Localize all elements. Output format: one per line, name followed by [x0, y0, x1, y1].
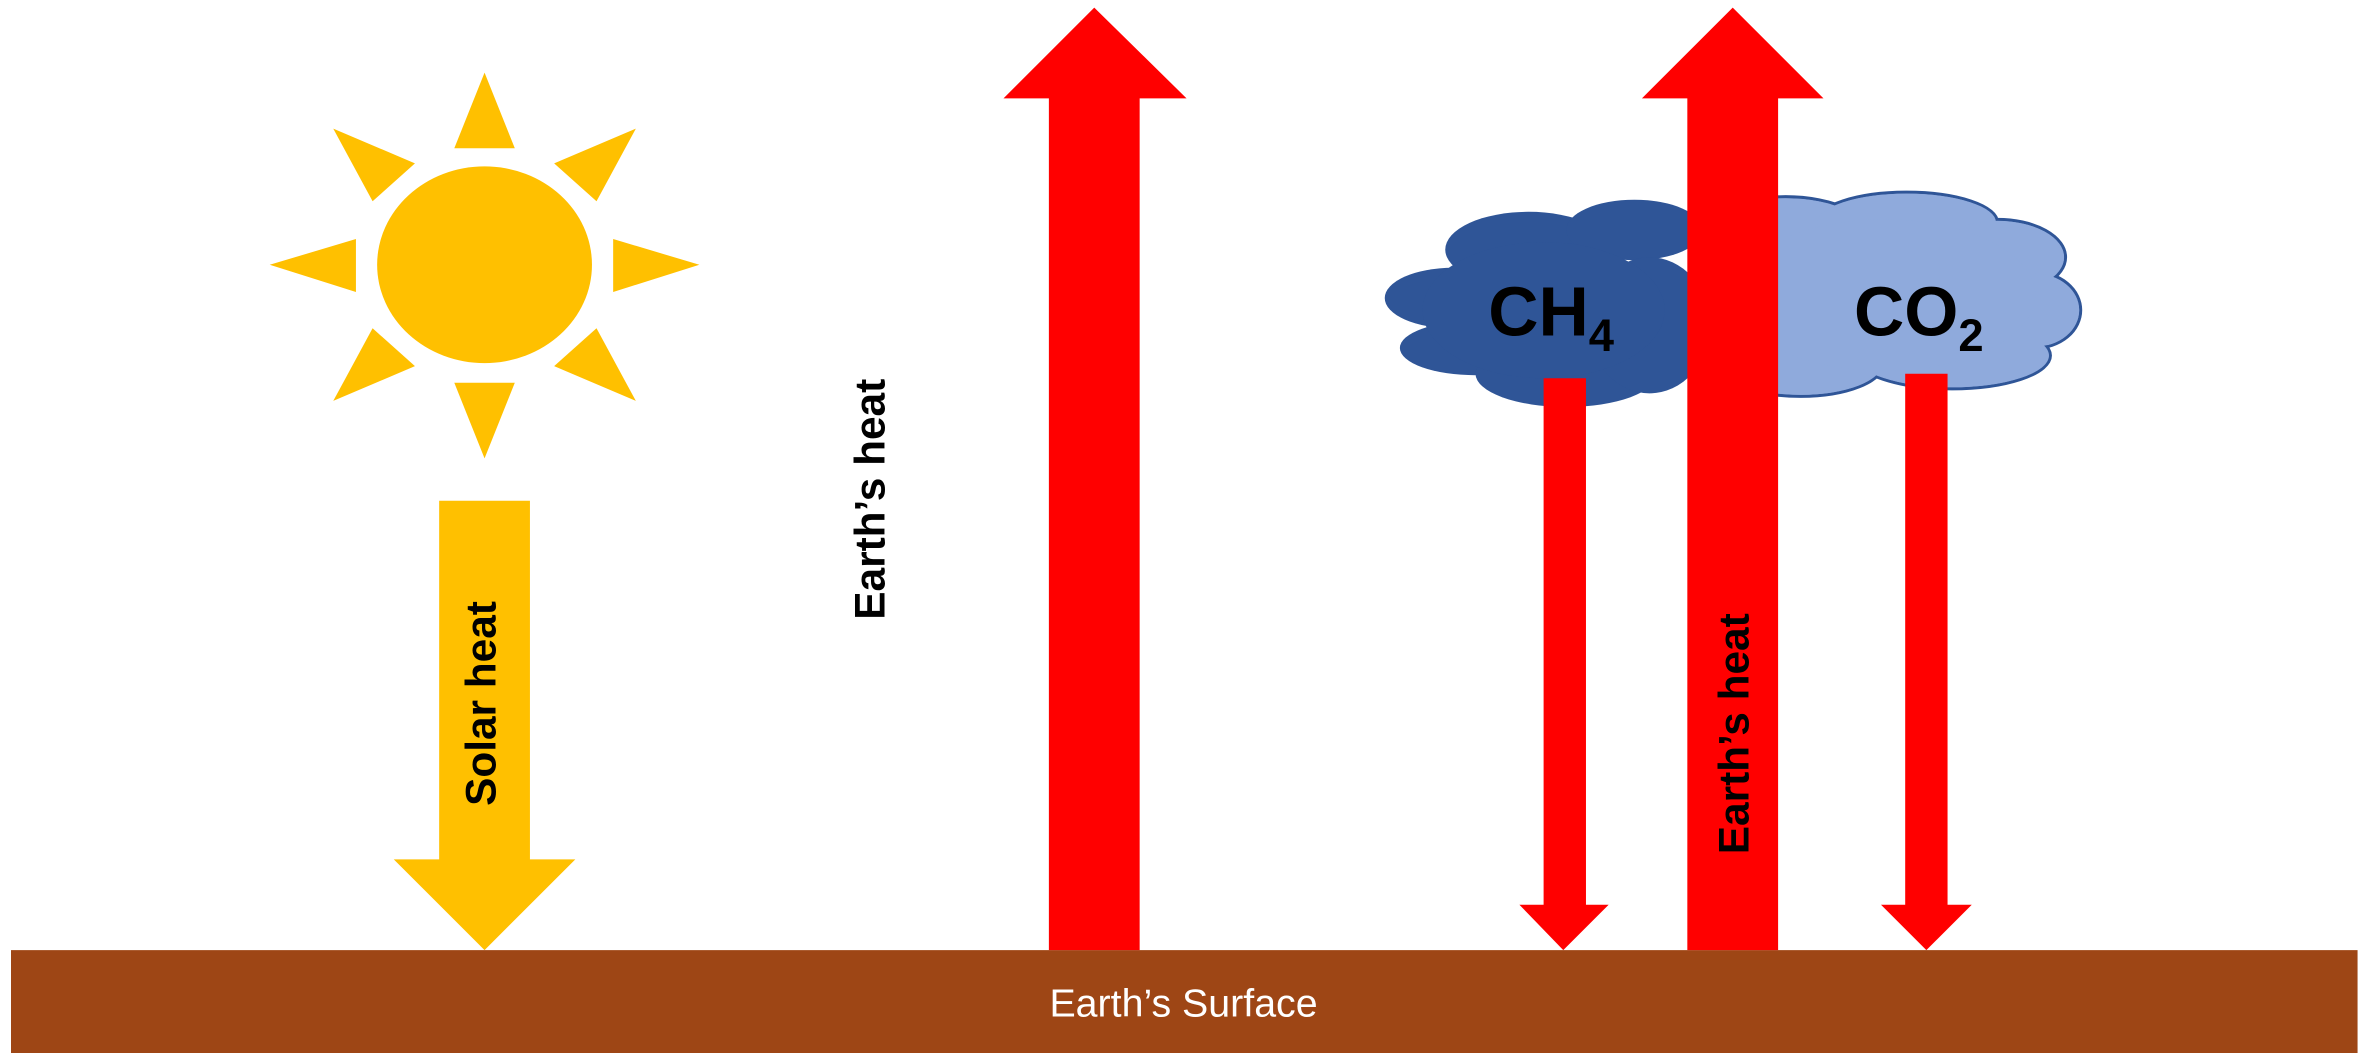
trapped-heat-label: Earth’s heat — [1710, 613, 1757, 854]
ch4-label: CH4 — [1488, 273, 1614, 361]
earth-heat-arrow — [1003, 7, 1187, 951]
solar-arrow — [393, 500, 576, 951]
sun — [269, 72, 700, 459]
ch4-base: CH — [1488, 273, 1588, 351]
earth-surface — [11, 950, 2358, 1053]
surface-label: Earth’s Surface — [1049, 981, 1317, 1025]
earth-heat-label: Earth’s heat — [847, 379, 894, 620]
trapped-heat-arrow — [1641, 7, 1824, 951]
ch4-cloud — [1384, 199, 1711, 407]
solar-heat-label: Solar heat — [458, 601, 505, 806]
co2-base: CO — [1854, 273, 1958, 351]
co2-subscript: 2 — [1958, 310, 1983, 361]
ch4-subscript: 4 — [1589, 310, 1614, 361]
co2-label: CO2 — [1854, 273, 1984, 361]
back-radiation-arrow — [1519, 378, 1609, 951]
back-radiation-arrow — [1880, 373, 1972, 951]
